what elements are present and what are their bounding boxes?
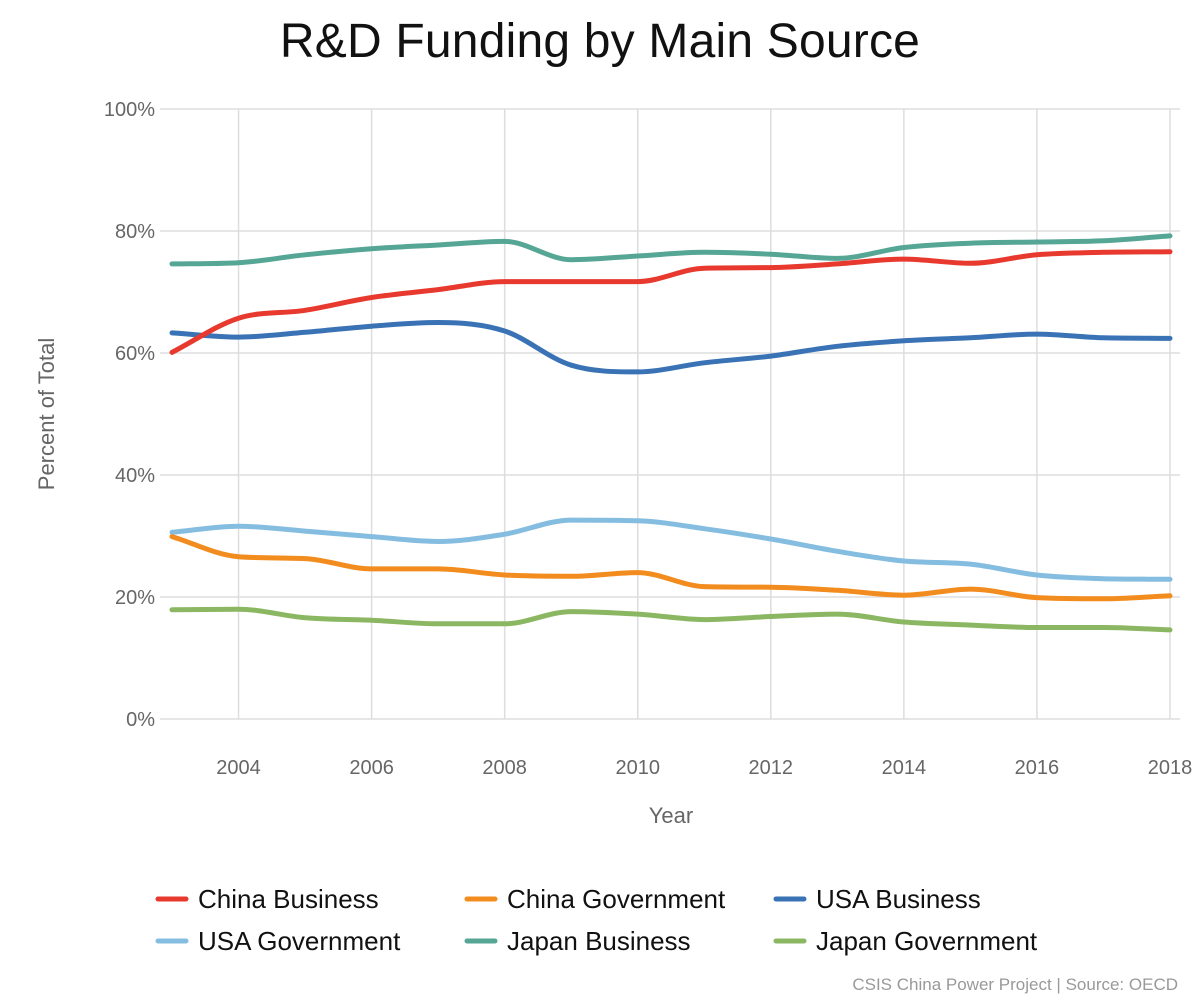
x-tick-label: 2006 [349, 757, 394, 779]
y-tick-label: 80% [115, 221, 155, 243]
x-axis-title: Year [649, 803, 693, 828]
x-tick-label: 2014 [882, 757, 927, 779]
series-line-japan-government [169, 606, 1173, 633]
series-line-usa-government [169, 517, 1173, 582]
series-lines [169, 233, 1173, 633]
axes: 0% 20% 40% 60% 80% 100% 2004 2006 2008 2010 2012 20… [34, 99, 1192, 828]
legend-label-japan-business: Japan Business [507, 926, 691, 956]
legend-label-usa-government: USA Government [198, 926, 401, 956]
legend-label-usa-business: USA Business [816, 884, 981, 914]
y-tick-label: 20% [115, 587, 155, 609]
y-axis-title: Percent of Total [34, 338, 59, 490]
legend-label-japan-government: Japan Government [816, 926, 1038, 956]
x-tick-label: 2016 [1015, 757, 1060, 779]
y-tick-label: 60% [115, 343, 155, 365]
x-tick-label: 2012 [749, 757, 794, 779]
x-tick-label: 2008 [482, 757, 527, 779]
y-tick-label: 100% [104, 99, 155, 121]
y-tick-label: 0% [126, 709, 155, 731]
series-line-usa-business [169, 320, 1173, 375]
legend: China Business China Government USA Busine… [155, 884, 1038, 956]
chart-title: R&D Funding by Main Source [279, 15, 921, 68]
source-note: CSIS China Power Project | Source: OECD [852, 975, 1178, 994]
x-tick-label: 2018 [1148, 757, 1193, 779]
y-tick-label: 40% [115, 465, 155, 487]
series-line-china-business [169, 249, 1173, 355]
series-line-japan-business [169, 233, 1173, 267]
legend-label-china-government: China Government [507, 884, 726, 914]
x-tick-label: 2004 [216, 757, 261, 779]
legend-label-china-business: China Business [198, 884, 379, 914]
series-line-china-government [169, 534, 1173, 602]
x-tick-label: 2010 [615, 757, 660, 779]
